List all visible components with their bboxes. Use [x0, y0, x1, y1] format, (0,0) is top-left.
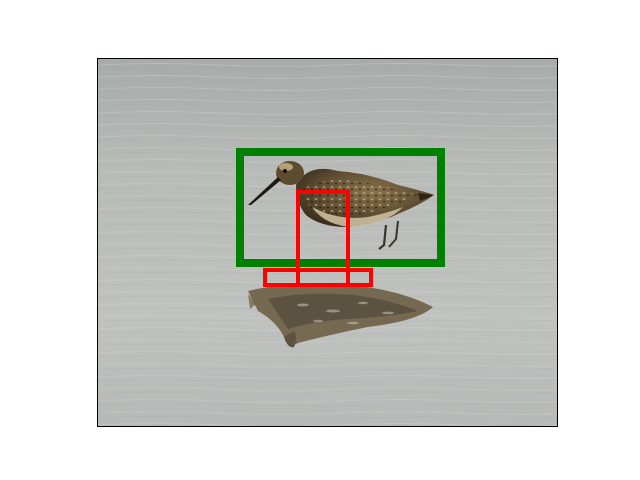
sandpiper-bird — [248, 161, 434, 250]
water-ripples — [98, 59, 557, 426]
prediction-box-2 — [263, 268, 373, 287]
image-axes — [97, 58, 558, 427]
photo-canvas — [98, 59, 557, 426]
bird-reflection — [248, 283, 433, 348]
ground-truth-box — [236, 148, 445, 267]
